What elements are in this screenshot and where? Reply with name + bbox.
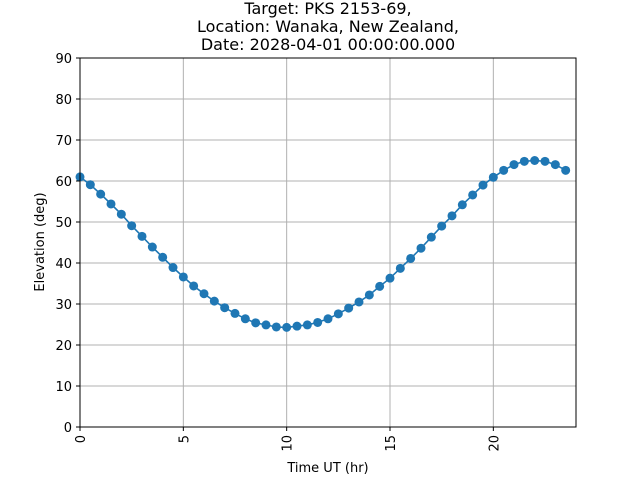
elevation-point	[385, 273, 395, 283]
elevation-series	[75, 156, 571, 332]
elevation-point	[333, 309, 343, 319]
elevation-point	[499, 165, 509, 175]
elevation-point	[395, 263, 405, 273]
x-tick-label: 0	[74, 435, 89, 443]
elevation-point	[447, 211, 457, 221]
elevation-point	[488, 172, 498, 182]
y-tick-label: 10	[55, 380, 72, 395]
elevation-point	[364, 290, 374, 300]
y-tick-label: 70	[55, 134, 72, 149]
elevation-point	[271, 322, 281, 332]
x-tick-label: 5	[177, 435, 192, 443]
y-tick-label: 0	[64, 421, 72, 436]
elevation-point	[127, 221, 137, 231]
elevation-point	[530, 156, 540, 165]
y-axis-ticks: 0 10 20 30 40 50 60 70 80 90	[55, 52, 80, 436]
elevation-point	[354, 297, 364, 307]
elevation-point	[540, 156, 550, 166]
elevation-point	[509, 160, 519, 170]
elevation-point	[220, 303, 230, 313]
y-tick-label: 50	[55, 216, 72, 231]
elevation-point	[282, 322, 292, 332]
elevation-point	[106, 199, 116, 209]
elevation-point	[230, 308, 240, 318]
elevation-point	[344, 303, 354, 313]
y-tick-label: 30	[55, 298, 72, 313]
elevation-point	[426, 232, 436, 242]
elevation-point	[519, 156, 529, 166]
elevation-point	[178, 272, 188, 282]
elevation-point	[158, 252, 168, 262]
elevation-point	[261, 320, 271, 330]
y-axis-label: Elevation (deg)	[33, 192, 48, 291]
elevation-point	[375, 281, 385, 291]
elevation-point	[292, 321, 302, 331]
elevation-point	[116, 209, 126, 219]
elevation-point	[468, 190, 478, 200]
elevation-point	[189, 281, 199, 291]
title-line-2: Location: Wanaka, New Zealand,	[197, 17, 459, 36]
title-line-3: Date: 2028-04-01 00:00:00.000	[201, 35, 455, 54]
elevation-point	[96, 189, 106, 199]
elevation-point	[406, 253, 416, 263]
x-axis-ticks: 0 5 10 15 20	[74, 427, 502, 452]
x-tick-label: 20	[487, 435, 502, 452]
elevation-point	[416, 243, 426, 253]
elevation-point	[437, 221, 447, 231]
x-tick-label: 10	[281, 435, 296, 452]
elevation-point	[85, 180, 95, 190]
elevation-point	[137, 231, 147, 241]
y-tick-label: 20	[55, 339, 72, 354]
elevation-point	[147, 242, 157, 252]
elevation-point	[323, 314, 333, 324]
y-tick-label: 60	[55, 175, 72, 190]
x-axis-label: Time UT (hr)	[286, 461, 368, 476]
y-tick-label: 90	[55, 52, 72, 67]
elevation-point	[168, 263, 178, 273]
plot-frame	[79, 57, 577, 428]
x-tick-label: 15	[384, 435, 399, 452]
elevation-point	[550, 160, 560, 170]
elevation-point	[251, 318, 261, 328]
elevation-point	[240, 314, 250, 324]
elevation-point	[313, 317, 323, 327]
elevation-point	[457, 200, 467, 210]
elevation-point	[209, 296, 219, 306]
y-tick-label: 40	[55, 257, 72, 272]
elevation-point	[302, 320, 312, 330]
title-line-1: Target: PKS 2153-69,	[243, 0, 411, 18]
elevation-point	[199, 289, 209, 299]
elevation-point	[478, 180, 488, 190]
y-tick-label: 80	[55, 93, 72, 108]
elevation-point	[561, 165, 571, 175]
